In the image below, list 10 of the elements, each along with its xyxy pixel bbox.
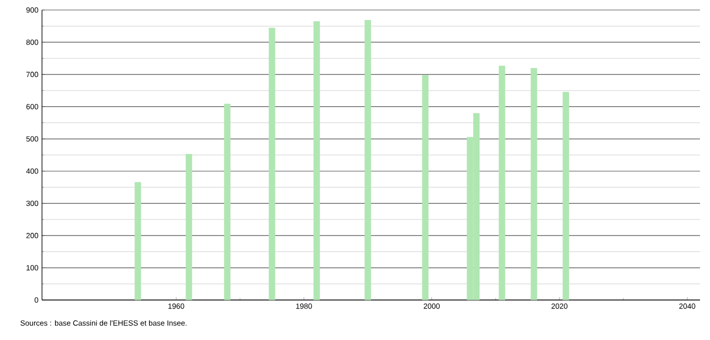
bar [530,68,538,300]
bar [498,66,506,300]
bar [224,104,230,300]
bar [268,28,276,300]
bar [422,75,428,300]
bar [314,21,320,300]
bar [186,154,192,300]
bar [364,20,372,300]
bar [562,92,570,300]
bar [134,182,142,300]
